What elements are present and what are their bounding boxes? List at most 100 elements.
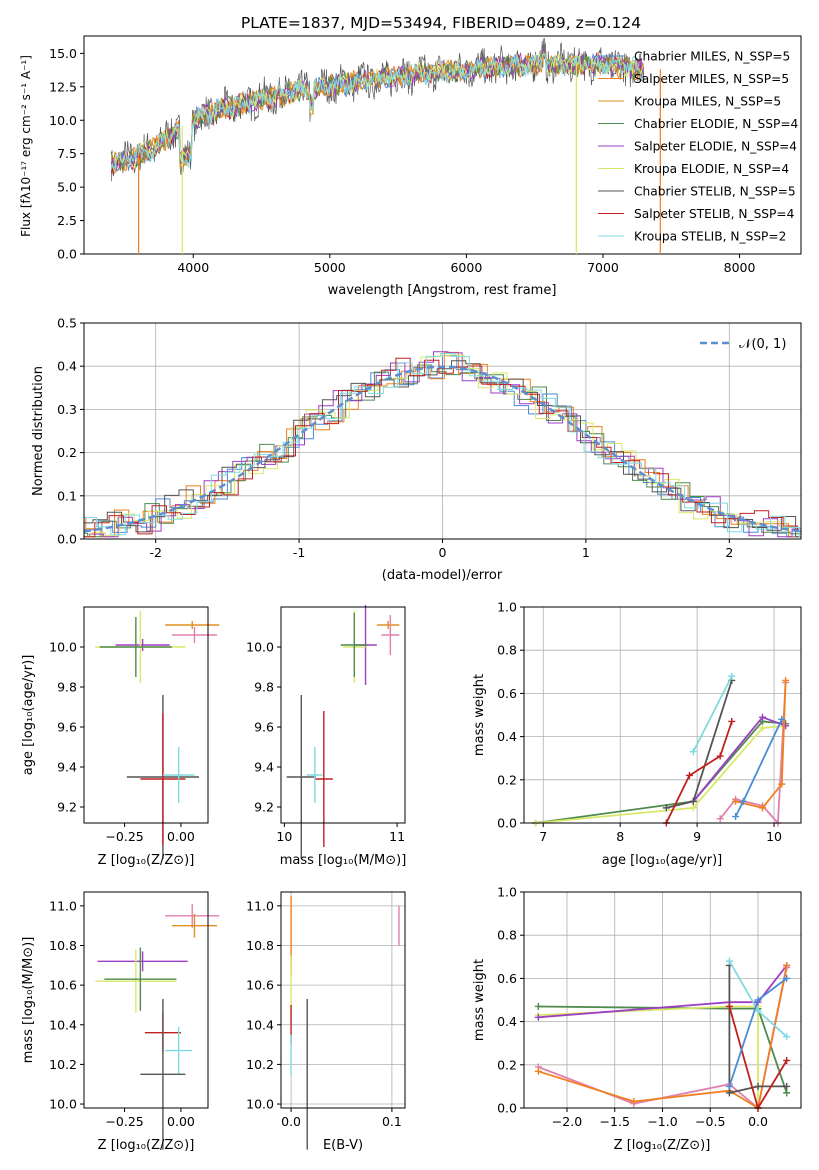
- x-tick-label: 8: [616, 829, 624, 844]
- y-tick-label: 0.4: [497, 729, 517, 744]
- data-point-marker: [754, 1082, 762, 1090]
- x-tick-label: 0.00: [167, 1114, 195, 1129]
- y-tick-label: 10.6: [49, 978, 77, 993]
- y-tick-label: 10.2: [246, 1057, 274, 1072]
- y-tick-label: 10.0: [246, 1097, 274, 1112]
- series-line: [535, 720, 786, 824]
- y-tick-label: 9.4: [254, 760, 274, 775]
- y-tick-label: 0.3: [57, 402, 77, 417]
- y-tick-label: 9.6: [254, 720, 274, 735]
- figure-title: PLATE=1837, MJD=53494, FIBERID=0489, z=0…: [241, 14, 641, 32]
- legend-label: Chabrier MILES, N_SSP=5: [634, 50, 790, 64]
- series-line: [665, 721, 733, 824]
- data-point-marker: [754, 1007, 762, 1015]
- y-tick-label: 7.5: [57, 146, 77, 161]
- y-tick-label: 9.8: [254, 680, 274, 695]
- series-line: [538, 1005, 788, 1094]
- y-tick-label: 0.0: [497, 1101, 517, 1116]
- x-tick-label: 5000: [314, 260, 346, 275]
- x-tick-label: −0.25: [105, 1114, 143, 1129]
- series-line: [735, 680, 787, 809]
- y-tick-label: 10.0: [49, 640, 77, 655]
- age-z-panel: −0.25 0.00 9.2 9.4 9.6 9.8 10.0 Z [log₁₀(Z/Z⊙)…: [21, 606, 220, 868]
- y-tick-label: 5.0: [57, 180, 77, 195]
- data-point-marker: [630, 1098, 638, 1106]
- histogram-step-line: [84, 354, 801, 537]
- x-tick-label: 7: [539, 829, 547, 844]
- series-line: [692, 675, 733, 753]
- data-point-marker: [728, 717, 736, 725]
- y-tick-label: 12.5: [49, 79, 77, 94]
- x-tick-label: 1: [582, 545, 590, 560]
- mass-weight-z-ylabel: mass weight: [472, 959, 487, 1041]
- spectrum-ylabel: Flux [fλ10⁻¹⁷ erg cm⁻² s⁻¹ A⁻¹]: [19, 55, 33, 237]
- data-point-marker: [725, 1002, 733, 1010]
- data-point-marker: [778, 780, 786, 788]
- data-point-marker: [728, 672, 736, 680]
- y-tick-label: 10.0: [49, 1097, 77, 1112]
- histogram-steps: [84, 351, 801, 538]
- y-tick-label: 0.1: [57, 488, 77, 503]
- x-tick-label: 0.1: [382, 1114, 402, 1129]
- data-point-marker: [783, 961, 791, 969]
- x-tick-label: −0.25: [105, 829, 143, 844]
- age-z-xlabel: Z [log₁₀(Z/Z⊙)]: [98, 853, 195, 868]
- data-point-marker: [783, 1056, 791, 1064]
- y-tick-label: 0.2: [497, 1057, 517, 1072]
- mass-weight-age-xlabel: age [log₁₀(age/yr)]: [602, 853, 723, 868]
- x-tick-label: 10: [766, 829, 782, 844]
- legend-label: Salpeter STELIB, N_SSP=4: [634, 207, 795, 221]
- y-tick-label: 9.6: [57, 720, 77, 735]
- mass-z-xlabel: Z [log₁₀(Z/Z⊙)]: [98, 1138, 195, 1153]
- x-tick-label: 11: [389, 829, 405, 844]
- x-tick-label: 2: [725, 545, 733, 560]
- legend-label: Chabrier STELIB, N_SSP=5: [634, 185, 796, 199]
- series-line: [538, 964, 788, 1019]
- data-point-marker: [534, 1002, 542, 1010]
- y-tick-label: 10.4: [246, 1017, 274, 1032]
- y-tick-label: 0.2: [57, 445, 77, 460]
- y-tick-label: 9.4: [57, 760, 77, 775]
- age-mass-xlabel: mass [log₁₀(M/M⊙)]: [280, 853, 407, 868]
- residual-plot-area: [83, 322, 802, 540]
- data-point-marker: [716, 752, 724, 760]
- legend-label: Kroupa ELODIE, N_SSP=4: [634, 162, 789, 176]
- mass-weight-z-xlabel: Z [log₁₀(Z/Z⊙)]: [614, 1138, 711, 1153]
- y-tick-label: 10.8: [49, 938, 77, 953]
- x-tick-label: -2: [149, 545, 161, 560]
- mass-weight-z-panel: −2.0 −1.5 −1.0 −0.5 0.0 0.0 0.2 0.4 0.6 0.8 1.0 Z …: [472, 885, 802, 1153]
- spectrum-panel: 4000 5000 6000 7000 8000 0.0 2.5 5.0 7.5 10.0 12.5…: [19, 35, 802, 298]
- data-point-marker: [689, 797, 697, 805]
- data-point-marker: [782, 676, 790, 684]
- x-tick-label: 0: [439, 545, 447, 560]
- y-tick-label: 9.2: [57, 800, 77, 815]
- residual-ylabel: Normed distribution: [31, 366, 46, 496]
- mass-z-ylabel: mass [log₁₀(M/M⊙)]: [21, 937, 36, 1064]
- x-tick-label: −1.0: [647, 1114, 677, 1129]
- data-point-marker: [783, 1082, 791, 1090]
- x-tick-label: 9: [693, 829, 701, 844]
- x-tick-label: 10: [276, 829, 292, 844]
- legend-label: Salpeter ELODIE, N_SSP=4: [634, 140, 797, 154]
- residual-xlabel: (data-model)/error: [382, 568, 503, 583]
- spectrum-model-line: [110, 53, 644, 170]
- data-point-marker: [662, 804, 670, 812]
- data-point-marker: [754, 996, 762, 1004]
- data-point-marker: [778, 715, 786, 723]
- y-tick-label: 9.2: [254, 800, 274, 815]
- y-tick-label: 10.0: [49, 113, 77, 128]
- mass-ebv-panel: 0.0 0.1 10.0 10.2 10.4 10.6 10.8 11.0 E(B-V): [246, 891, 406, 1153]
- y-tick-label: 10.8: [246, 938, 274, 953]
- mass-ebv-xlabel: E(B-V): [323, 1138, 363, 1153]
- x-tick-label: −0.5: [695, 1114, 725, 1129]
- x-tick-label: 0.00: [167, 829, 195, 844]
- data-point-marker: [739, 797, 747, 805]
- mass-weight-age-panel: 7 8 9 10 0.0 0.2 0.4 0.6 0.8 1.0 age [log₁₀(age/y…: [472, 600, 802, 868]
- x-tick-label: 0.0: [281, 1114, 301, 1129]
- y-tick-label: 10.6: [246, 978, 274, 993]
- data-point-marker: [783, 1033, 791, 1041]
- y-tick-label: 0.6: [497, 971, 517, 986]
- residual-panel: -2 -1 0 1 2 0.0 0.1 0.2 0.3 0.4 0.5 𝒩(0, 1) (data-m…: [31, 316, 802, 583]
- data-point-marker: [759, 724, 767, 732]
